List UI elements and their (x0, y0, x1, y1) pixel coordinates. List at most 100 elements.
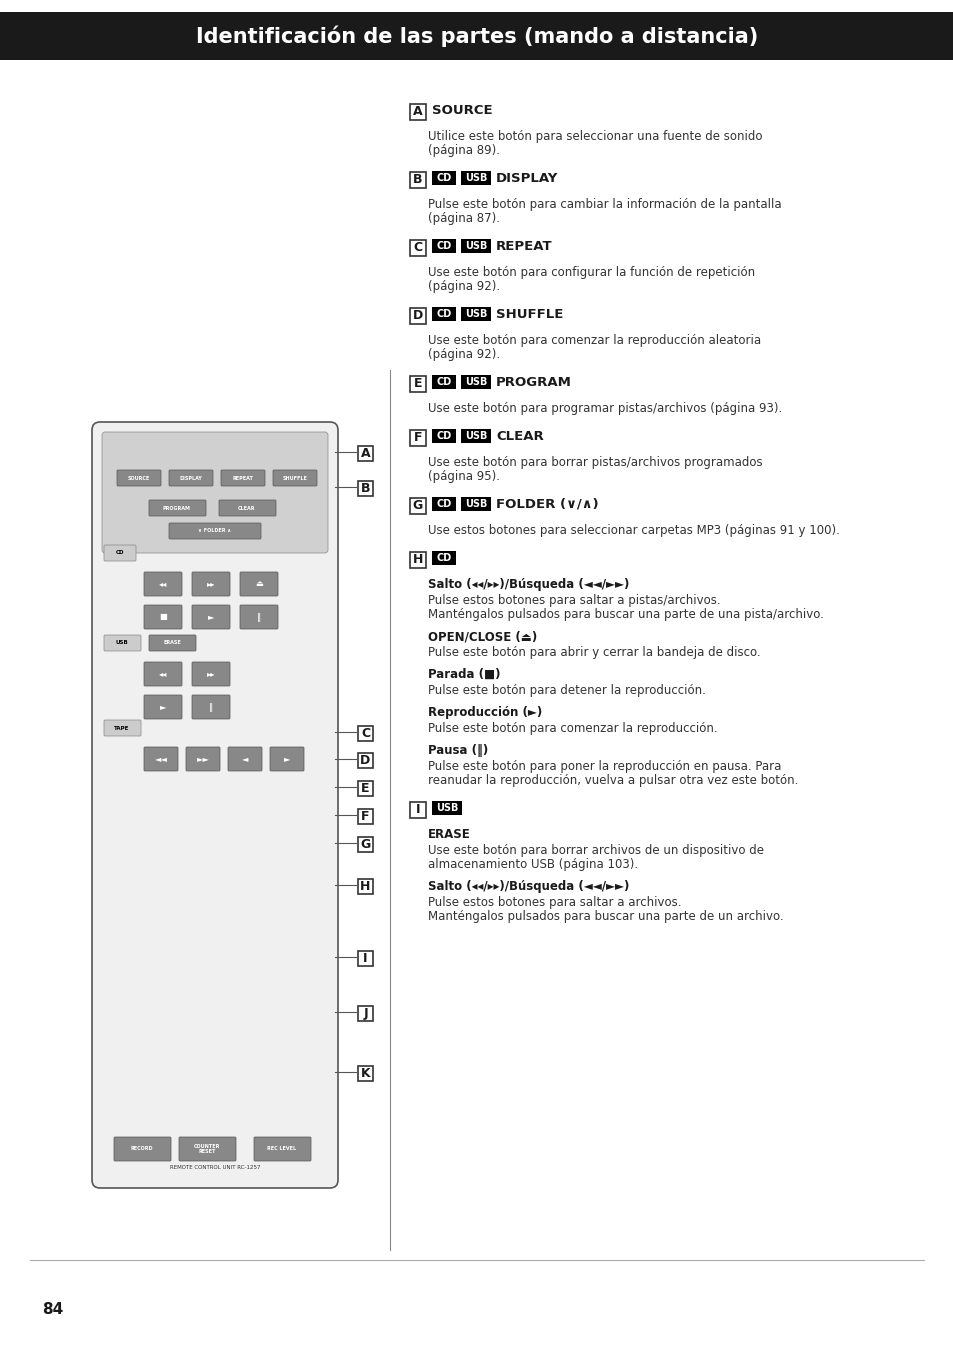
FancyBboxPatch shape (357, 726, 373, 741)
FancyBboxPatch shape (460, 306, 491, 321)
Text: Pulse estos botones para saltar a pistas/archivos.: Pulse estos botones para saltar a pistas… (428, 594, 720, 608)
FancyBboxPatch shape (102, 432, 328, 554)
FancyBboxPatch shape (410, 171, 426, 188)
Text: Reproducción (►): Reproducción (►) (428, 706, 541, 720)
Text: CD: CD (436, 500, 451, 509)
Text: SHUFFLE: SHUFFLE (282, 475, 307, 481)
Text: (página 87).: (página 87). (428, 212, 499, 225)
Text: PROGRAM: PROGRAM (163, 505, 191, 510)
FancyBboxPatch shape (460, 375, 491, 389)
FancyBboxPatch shape (357, 950, 373, 967)
Text: REC LEVEL: REC LEVEL (267, 1146, 296, 1152)
Text: DISPLAY: DISPLAY (179, 475, 202, 481)
Text: Pulse estos botones para saltar a archivos.: Pulse estos botones para saltar a archiv… (428, 896, 680, 909)
FancyBboxPatch shape (410, 429, 426, 446)
Text: ◄: ◄ (241, 755, 248, 764)
FancyBboxPatch shape (357, 879, 373, 894)
FancyBboxPatch shape (432, 375, 456, 389)
FancyBboxPatch shape (149, 634, 195, 651)
Text: J: J (363, 1007, 368, 1021)
Text: I: I (416, 803, 420, 817)
Text: ▸▸: ▸▸ (207, 579, 215, 589)
FancyBboxPatch shape (357, 809, 373, 824)
Text: ◄◄: ◄◄ (154, 755, 168, 764)
Text: USB: USB (464, 500, 487, 509)
FancyBboxPatch shape (144, 605, 182, 629)
Text: ▸▸: ▸▸ (207, 670, 215, 679)
Text: CLEAR: CLEAR (238, 505, 255, 510)
Text: TAPE: TAPE (114, 725, 130, 730)
Text: SOURCE: SOURCE (432, 104, 492, 116)
Text: 84: 84 (42, 1303, 63, 1318)
Text: Pausa (‖): Pausa (‖) (428, 744, 488, 757)
FancyBboxPatch shape (357, 782, 373, 796)
Text: C: C (413, 242, 422, 254)
FancyBboxPatch shape (357, 481, 373, 495)
FancyBboxPatch shape (432, 429, 456, 443)
FancyBboxPatch shape (410, 308, 426, 324)
Text: ‖: ‖ (256, 613, 261, 621)
Text: (página 89).: (página 89). (428, 144, 499, 157)
Text: D: D (413, 309, 423, 323)
Text: ERASE: ERASE (163, 640, 181, 645)
Text: ‖: ‖ (209, 702, 213, 711)
FancyBboxPatch shape (144, 695, 182, 720)
FancyBboxPatch shape (410, 552, 426, 567)
FancyBboxPatch shape (113, 1137, 171, 1161)
FancyBboxPatch shape (192, 572, 230, 595)
Text: Use este botón para configurar la función de repetición: Use este botón para configurar la funció… (428, 266, 755, 279)
Text: PROGRAM: PROGRAM (496, 375, 571, 389)
Text: E: E (361, 782, 370, 795)
Text: CD: CD (436, 377, 451, 387)
Text: CD: CD (436, 431, 451, 441)
Text: USB: USB (436, 803, 457, 813)
Text: (página 95).: (página 95). (428, 470, 499, 483)
Text: H: H (360, 880, 371, 892)
Text: ►: ► (283, 755, 290, 764)
Text: ►►: ►► (196, 755, 210, 764)
FancyBboxPatch shape (432, 239, 456, 252)
FancyBboxPatch shape (410, 239, 426, 255)
Text: USB: USB (464, 431, 487, 441)
FancyBboxPatch shape (460, 171, 491, 185)
FancyBboxPatch shape (432, 171, 456, 185)
Text: Use estos botones para seleccionar carpetas MP3 (páginas 91 y 100).: Use estos botones para seleccionar carpe… (428, 524, 839, 537)
Text: Manténgalos pulsados para buscar una parte de una pista/archivo.: Manténgalos pulsados para buscar una par… (428, 608, 823, 621)
FancyBboxPatch shape (253, 1137, 311, 1161)
FancyBboxPatch shape (179, 1137, 235, 1161)
Text: Use este botón para borrar pistas/archivos programados: Use este botón para borrar pistas/archiv… (428, 456, 761, 468)
Text: CD: CD (436, 242, 451, 251)
Text: Use este botón para comenzar la reproducción aleatoria: Use este botón para comenzar la reproduc… (428, 333, 760, 347)
FancyBboxPatch shape (117, 470, 161, 486)
Text: almacenamiento USB (página 103).: almacenamiento USB (página 103). (428, 859, 638, 871)
Text: Utilice este botón para seleccionar una fuente de sonido: Utilice este botón para seleccionar una … (428, 130, 761, 143)
Text: Use este botón para borrar archivos de un dispositivo de: Use este botón para borrar archivos de u… (428, 844, 763, 857)
FancyBboxPatch shape (186, 747, 220, 771)
FancyBboxPatch shape (192, 695, 230, 720)
FancyBboxPatch shape (169, 522, 261, 539)
Text: REPEAT: REPEAT (496, 239, 552, 252)
Text: (página 92).: (página 92). (428, 279, 499, 293)
FancyBboxPatch shape (357, 446, 373, 460)
Text: Pulse este botón para abrir y cerrar la bandeja de disco.: Pulse este botón para abrir y cerrar la … (428, 647, 760, 659)
Text: G: G (360, 838, 370, 850)
Text: K: K (360, 1066, 370, 1080)
FancyBboxPatch shape (270, 747, 304, 771)
Text: REMOTE CONTROL UNIT RC-1257: REMOTE CONTROL UNIT RC-1257 (170, 1165, 260, 1170)
FancyBboxPatch shape (228, 747, 262, 771)
FancyBboxPatch shape (460, 497, 491, 512)
Text: ⏏: ⏏ (254, 579, 263, 589)
Text: ◂◂: ◂◂ (158, 579, 167, 589)
FancyBboxPatch shape (91, 423, 337, 1188)
Text: Use este botón para programar pistas/archivos (página 93).: Use este botón para programar pistas/arc… (428, 402, 781, 414)
FancyBboxPatch shape (219, 500, 275, 516)
Text: A: A (360, 447, 370, 460)
FancyBboxPatch shape (357, 753, 373, 768)
Text: Salto (◂◂/▸▸)/Búsqueda (◄◄/►►): Salto (◂◂/▸▸)/Búsqueda (◄◄/►►) (428, 578, 629, 591)
Text: USB: USB (464, 377, 487, 387)
Text: USB: USB (464, 173, 487, 184)
Text: Salto (◂◂/▸▸)/Búsqueda (◄◄/►►): Salto (◂◂/▸▸)/Búsqueda (◄◄/►►) (428, 880, 629, 892)
Text: F: F (361, 810, 370, 824)
FancyBboxPatch shape (460, 239, 491, 252)
Text: USB: USB (464, 242, 487, 251)
